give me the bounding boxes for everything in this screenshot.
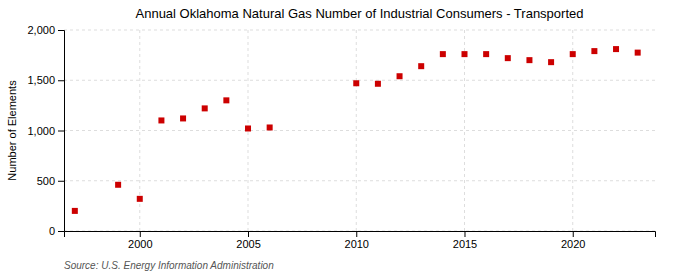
- grid: [64, 30, 655, 231]
- grid-line: [464, 30, 465, 231]
- tick-label: 2000: [128, 238, 152, 250]
- point: [613, 46, 619, 52]
- tick: 2000: [128, 231, 152, 250]
- grid-line: [64, 30, 655, 31]
- points: [72, 46, 641, 214]
- tick-mark: [58, 30, 64, 31]
- plot-area: 2000 2005 2010 2015 2020 0 500 1,000 1,500 2,000: [27, 24, 655, 250]
- point: [72, 208, 78, 214]
- tick-label: 1,500: [27, 74, 55, 86]
- point: [245, 125, 251, 131]
- tick: 2015: [453, 231, 477, 250]
- point: [461, 51, 467, 57]
- tick: 2010: [345, 231, 369, 250]
- grid-line: [64, 80, 655, 81]
- tick-mark: [58, 181, 64, 182]
- tick-label: 0: [49, 225, 55, 237]
- point: [180, 115, 186, 121]
- chart: 2000 2005 2010 2015 2020 0 500 1,000 1,500 2,000 A…: [0, 0, 675, 275]
- grid-line: [64, 180, 655, 181]
- grid-line: [572, 30, 573, 231]
- point: [635, 50, 641, 56]
- point: [115, 182, 121, 188]
- tick-mark: [58, 231, 64, 232]
- tick-mark: [573, 231, 574, 237]
- grid-line: [64, 130, 655, 131]
- tick-mark: [356, 231, 357, 237]
- tick-label: 2005: [236, 238, 260, 250]
- tick: 500: [37, 175, 64, 187]
- title: Annual Oklahoma Natural Gas Number of In…: [136, 6, 584, 21]
- point: [570, 51, 576, 57]
- point: [267, 124, 273, 130]
- tick-mark: [140, 231, 141, 237]
- tick: 1,500: [27, 74, 64, 86]
- tick-mark: [58, 80, 64, 81]
- tick: 2,000: [27, 24, 64, 36]
- point: [418, 63, 424, 69]
- source-note: Source: U.S. Energy Information Administ…: [64, 260, 274, 271]
- point: [483, 51, 489, 57]
- point: [137, 196, 143, 202]
- point: [591, 48, 597, 54]
- tick-label: 2,000: [27, 24, 55, 36]
- point: [548, 59, 554, 65]
- tick-label: 500: [37, 175, 55, 187]
- tick-mark: [248, 231, 249, 237]
- tick: 2020: [561, 231, 585, 250]
- point: [526, 57, 532, 63]
- point: [223, 97, 229, 103]
- axis-line: [58, 31, 65, 232]
- tick-label: 2020: [561, 238, 585, 250]
- point: [158, 117, 164, 123]
- tick-mark: [464, 231, 465, 237]
- tick-label: 2015: [453, 238, 477, 250]
- point: [397, 73, 403, 79]
- tick-label: 2010: [345, 238, 369, 250]
- y-axis-title: Number of Elements: [6, 80, 18, 181]
- tick-label: 1,000: [27, 125, 55, 137]
- tick: 2005: [236, 231, 260, 250]
- grid-line: [356, 30, 357, 231]
- tick: 1,000: [27, 125, 64, 137]
- y-axis: 0 500 1,000 1,500 2,000: [27, 24, 64, 237]
- point: [353, 80, 359, 86]
- tick: 0: [49, 225, 64, 237]
- point: [375, 81, 381, 87]
- point: [505, 55, 511, 61]
- x-axis: 2000 2005 2010 2015 2020: [65, 231, 656, 250]
- point: [440, 51, 446, 57]
- axis-line: [65, 232, 656, 238]
- tick-mark: [58, 131, 64, 132]
- point: [202, 105, 208, 111]
